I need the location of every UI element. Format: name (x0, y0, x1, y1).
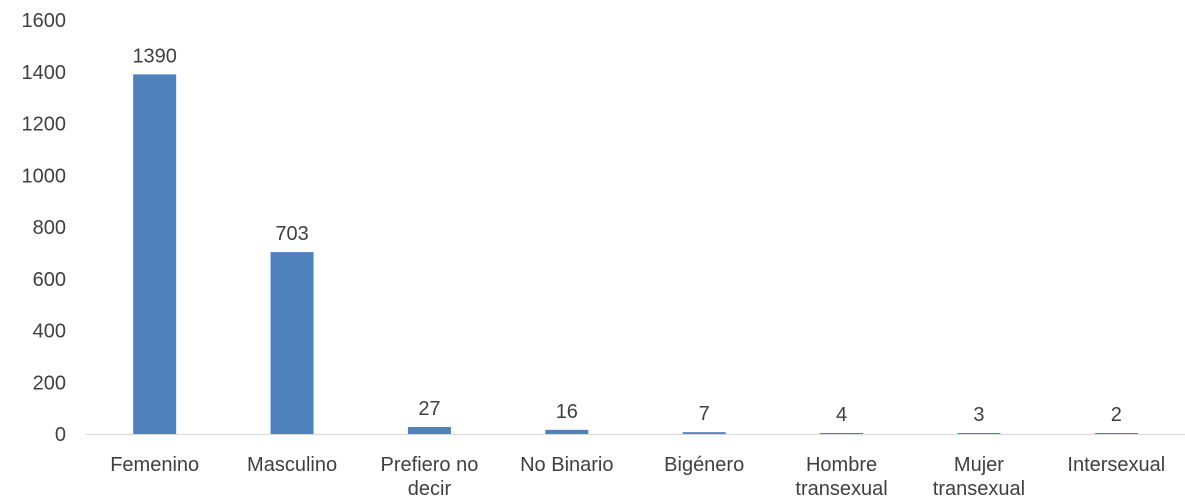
data-label: 16 (556, 401, 578, 423)
x-tick-label: transexual (795, 478, 887, 500)
data-label: 2 (1111, 404, 1122, 426)
data-label: 3 (973, 404, 984, 426)
bar (957, 433, 1001, 434)
x-tick-label: No Binario (520, 454, 613, 476)
data-label: 1390 (132, 45, 177, 67)
x-tick-label: Intersexual (1067, 454, 1165, 476)
bar (133, 74, 177, 435)
x-tick-label: decir (408, 478, 452, 500)
x-tick-label: Hombre (806, 454, 877, 476)
y-tick-label: 1400 (22, 62, 67, 84)
y-tick-label: 1200 (22, 114, 67, 136)
x-tick-label: Bigénero (664, 454, 744, 476)
x-tick-label: Masculino (247, 454, 337, 476)
x-tick-label: Prefiero no (381, 454, 479, 476)
y-tick-label: 400 (33, 321, 66, 343)
bar (407, 427, 451, 434)
bars (133, 74, 1138, 435)
data-label: 703 (275, 223, 308, 245)
data-labels: 1390 703 27 16 7 4 3 2 (132, 45, 1121, 426)
x-tick-label: Femenino (110, 454, 199, 476)
y-tick-label: 1600 (22, 10, 67, 32)
y-tick-label: 800 (33, 217, 66, 239)
y-tick-label: 1000 (22, 165, 67, 187)
y-tick-label: 600 (33, 269, 66, 291)
bar (270, 252, 314, 434)
data-label: 27 (418, 398, 440, 420)
y-tick-label: 200 (33, 372, 66, 394)
data-label: 7 (699, 403, 710, 425)
bar (1094, 433, 1138, 434)
x-tick-label: transexual (933, 478, 1025, 500)
bar (820, 432, 864, 434)
bar (545, 429, 589, 434)
data-label: 4 (836, 404, 847, 426)
x-tick-label: Mujer (954, 454, 1004, 476)
y-tick-label: 0 (55, 424, 66, 446)
bar (682, 432, 726, 434)
y-axis: 0 200 400 600 800 1000 1200 1400 1600 (22, 10, 67, 446)
